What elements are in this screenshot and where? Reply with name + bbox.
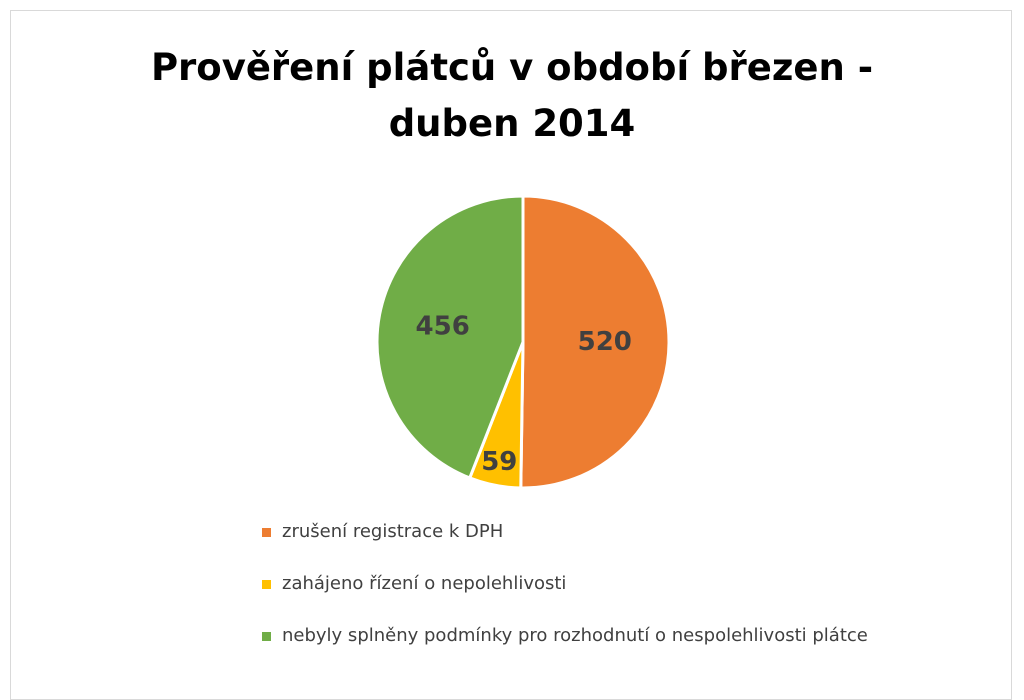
- legend-item: nebyly splněny podmínky pro rozhodnutí o…: [262, 622, 882, 650]
- legend-swatch: [262, 632, 271, 641]
- legend-item: zrušení registrace k DPH: [262, 518, 882, 546]
- legend-label: zrušení registrace k DPH: [282, 521, 504, 542]
- legend: zrušení registrace k DPH zahájeno řízení …: [262, 518, 882, 674]
- chart-title: Prověření plátců v období březen - duben…: [150, 46, 874, 145]
- legend-swatch: [262, 528, 271, 537]
- legend-swatch: [262, 580, 271, 589]
- pie-slice: [519, 194, 671, 490]
- legend-label: nebyly splněny podmínky pro rozhodnutí o…: [282, 625, 868, 646]
- data-label: 520: [578, 327, 632, 357]
- data-label: 456: [416, 311, 470, 341]
- legend-label: zahájeno řízení o nepolehlivosti: [282, 573, 567, 594]
- pie-slice: [375, 194, 525, 480]
- data-label: 59: [481, 447, 517, 477]
- legend-item: zahájeno řízení o nepolehlivosti: [262, 570, 882, 598]
